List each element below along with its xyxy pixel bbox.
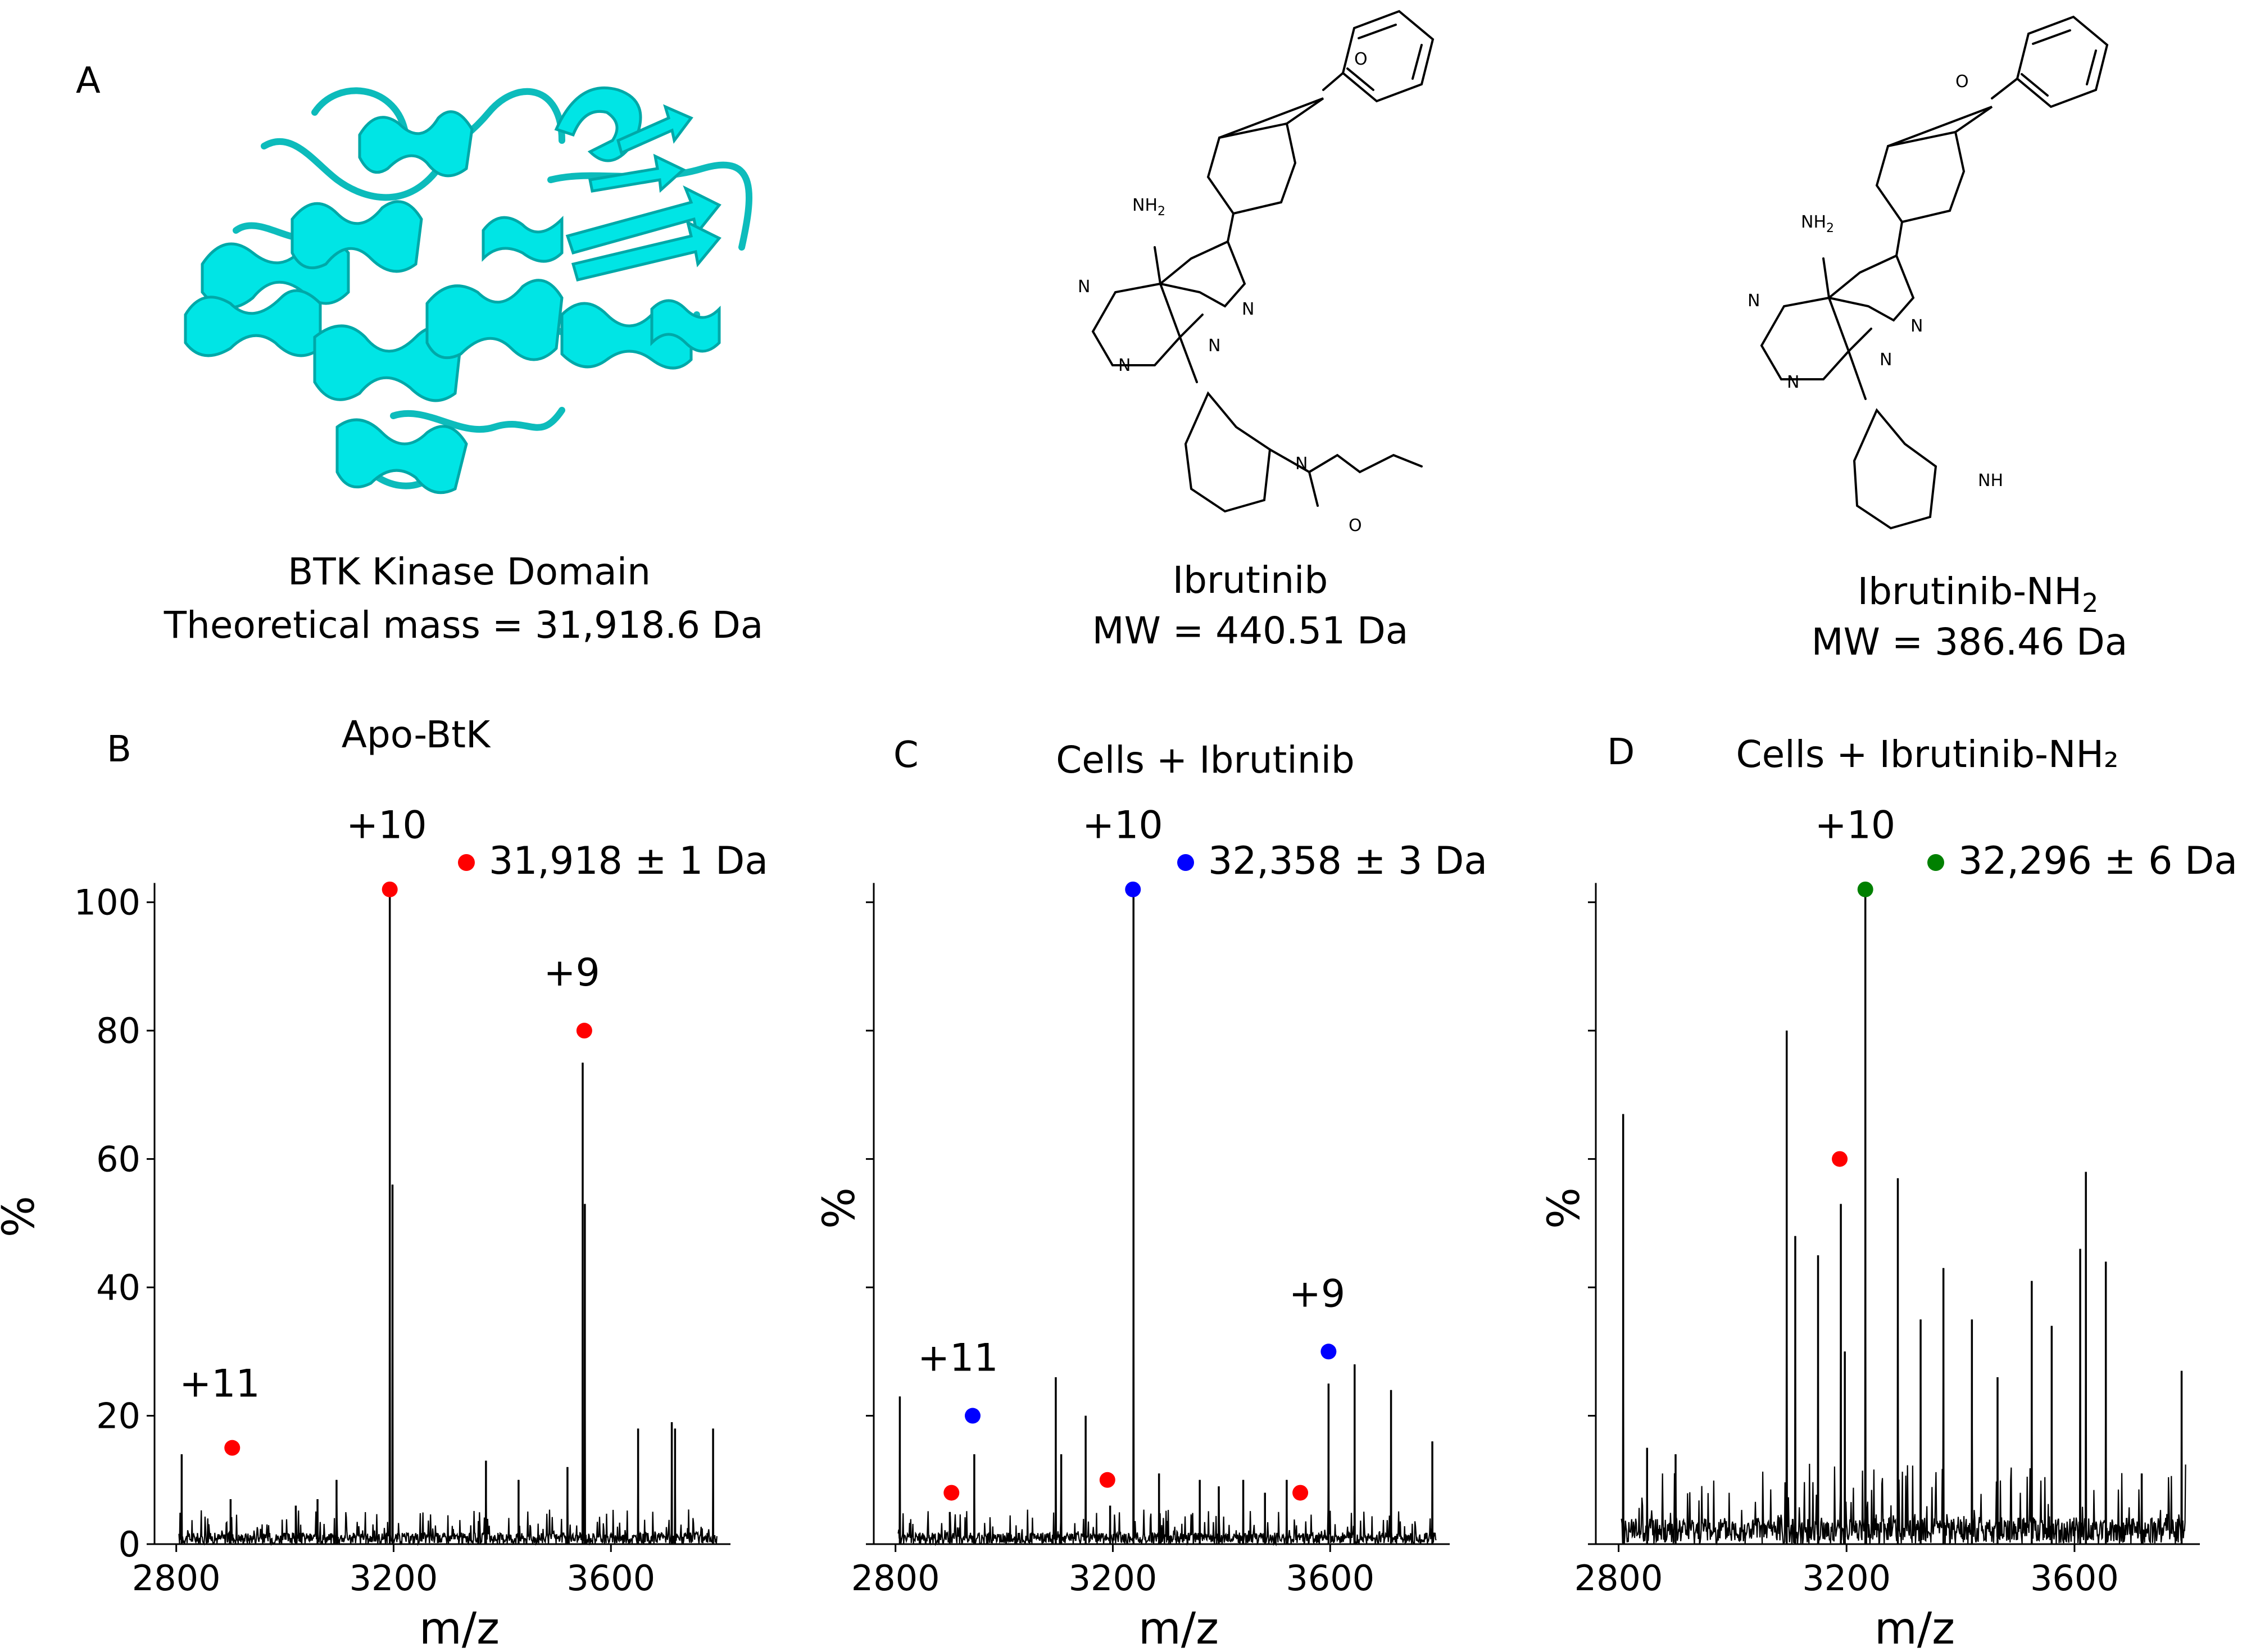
ibrutinib-n-atom: N bbox=[1242, 299, 1254, 319]
x-tick-label: 2800 bbox=[851, 1558, 940, 1599]
charge-state-marker bbox=[1832, 1151, 1848, 1167]
x-tick-label: 3200 bbox=[350, 1558, 438, 1599]
ibrutinib-nh2-nh-atom: NH bbox=[1978, 471, 2003, 491]
x-tick-label: 3200 bbox=[1069, 1558, 1158, 1599]
panel-label-c: C bbox=[893, 734, 919, 776]
svg-text:NH2: NH2 bbox=[1801, 212, 1834, 235]
charge-state-marker bbox=[943, 1485, 960, 1501]
ibrutinib-structure: NH2 O N N N N N O bbox=[1078, 10, 1435, 535]
charge-state-label: +10 bbox=[346, 803, 427, 847]
protein-mass: Theoretical mass = 31,918.6 Da bbox=[164, 603, 764, 647]
spectrum-panel-c: C Cells + Ibrutinib 2800 3200 3600 m/z% +11 +… bbox=[814, 734, 1487, 1652]
ibrutinib-nh2-n-atom: N bbox=[1910, 316, 1923, 336]
x-tick-label: 2800 bbox=[1574, 1558, 1663, 1599]
x-axis-label: m/z bbox=[1875, 1604, 1955, 1652]
legend-text: 31,918 ± 1 Da bbox=[489, 839, 768, 883]
plot-area-b: 0 20 40 60 80 100 2800 3200 3600 m/z% +11 +10 +9 31,9… bbox=[0, 803, 768, 1652]
charge-state-label: +11 bbox=[918, 1336, 999, 1381]
charge-state-label: +10 bbox=[1815, 803, 1896, 847]
y-tick-label: 40 bbox=[96, 1267, 140, 1308]
ibrutinib-n-atom: N bbox=[1118, 356, 1131, 375]
x-tick-label: 2800 bbox=[132, 1558, 221, 1599]
charge-state-label: +11 bbox=[179, 1361, 260, 1406]
svg-text:NH2: NH2 bbox=[1132, 196, 1165, 219]
ibrutinib-n-atom: N bbox=[1078, 277, 1090, 297]
spectrum-trace bbox=[897, 896, 1437, 1546]
ibrutinib-nh2-mw: MW = 386.46 Da bbox=[1812, 620, 2128, 664]
panel-label-d: D bbox=[1607, 732, 1635, 773]
ibrutinib-nh2-n-atom: N bbox=[1787, 373, 1799, 392]
ibrutinib-n-atom: N bbox=[1295, 454, 1308, 474]
panel-label-a: A bbox=[76, 60, 101, 102]
charge-state-label: +10 bbox=[1082, 803, 1163, 847]
charge-state-marker bbox=[964, 1408, 981, 1424]
ibrutinib-nh2-nh2-atom: NH bbox=[1801, 212, 1826, 232]
ibrutinib-o-atom: O bbox=[1349, 516, 1362, 535]
chart-title-b: Apo-BtK bbox=[342, 713, 491, 756]
charge-state-marker bbox=[1857, 881, 1873, 897]
ibrutinib-o-atom: O bbox=[1354, 49, 1368, 69]
chart-title-c: Cells + Ibrutinib bbox=[1056, 738, 1355, 782]
ibrutinib-nh2-structure: NH2 O N N N N NH bbox=[1748, 15, 2109, 530]
ibrutinib-nh2-n-atom: N bbox=[1880, 350, 1892, 370]
y-tick-label: 20 bbox=[96, 1396, 140, 1437]
x-tick-label: 3600 bbox=[566, 1558, 655, 1599]
y-tick-label: 100 bbox=[74, 882, 140, 923]
legend-text: 32,296 ± 6 Da bbox=[1958, 839, 2238, 883]
ibrutinib-n-atom: N bbox=[1208, 336, 1220, 356]
x-tick-label: 3600 bbox=[1286, 1558, 1374, 1599]
panel-label-b: B bbox=[107, 729, 131, 770]
y-tick-label: 80 bbox=[96, 1010, 140, 1051]
btk-kinase-structure bbox=[184, 86, 753, 494]
x-tick-label: 3200 bbox=[1802, 1558, 1891, 1599]
legend-marker bbox=[1927, 854, 1944, 871]
ibrutinib-nh2-n-atom: N bbox=[1748, 291, 1760, 311]
y-tick-label: 60 bbox=[96, 1139, 140, 1180]
ibrutinib-nh2-name-subscript: 2 bbox=[2082, 588, 2098, 618]
legend-marker bbox=[1177, 854, 1194, 871]
charge-state-label: +9 bbox=[1289, 1272, 1345, 1316]
charge-state-marker bbox=[1292, 1485, 1309, 1501]
spectrum-panel-d: D Cells + Ibrutinib-NH₂ 2800 3200 3600 m/z%… bbox=[1539, 732, 2238, 1652]
y-tick-label: 0 bbox=[119, 1524, 140, 1565]
charge-state-label: +9 bbox=[544, 951, 600, 995]
legend-marker bbox=[458, 854, 475, 871]
x-tick-label: 3600 bbox=[2030, 1558, 2119, 1599]
x-axis-label: m/z bbox=[419, 1604, 500, 1652]
charge-state-marker bbox=[382, 881, 398, 897]
legend-text: 32,358 ± 3 Da bbox=[1208, 839, 1487, 883]
ibrutinib-nh2-o-atom: O bbox=[1955, 72, 1969, 92]
ibrutinib-nh2-atom: NH bbox=[1132, 196, 1158, 215]
svg-text:Ibrutinib-NH2: Ibrutinib-NH2 bbox=[1858, 570, 2099, 618]
spectrum-panel-b: B Apo-BtK 0 20 40 60 80 100 2800 3200 3600 m/z% +1… bbox=[0, 713, 768, 1652]
x-axis-label: m/z bbox=[1138, 1604, 1219, 1652]
plot-area-c: 2800 3200 3600 m/z% +11 +10 +9 32,358 ± 3 Da bbox=[814, 803, 1487, 1652]
charge-state-marker bbox=[224, 1440, 240, 1456]
ibrutinib-mw: MW = 440.51 Da bbox=[1092, 609, 1409, 652]
ibrutinib-name: Ibrutinib bbox=[1173, 559, 1328, 602]
plot-area-d: 2800 3200 3600 m/z% +10 32,296 ± 6 Da bbox=[1539, 803, 2238, 1652]
y-axis-label: % bbox=[814, 1187, 865, 1229]
y-axis-label: % bbox=[1539, 1187, 1590, 1229]
charge-state-marker bbox=[576, 1023, 592, 1039]
charge-state-marker bbox=[1320, 1344, 1337, 1360]
spectrum-trace bbox=[1621, 896, 2186, 1546]
spectrum-trace bbox=[178, 896, 718, 1546]
ibrutinib-nh2-name: Ibrutinib-NH bbox=[1858, 570, 2082, 613]
charge-state-marker bbox=[1125, 881, 1141, 897]
protein-name: BTK Kinase Domain bbox=[288, 550, 651, 593]
y-axis-label: % bbox=[0, 1196, 44, 1237]
chart-title-d: Cells + Ibrutinib-NH₂ bbox=[1736, 733, 2119, 776]
charge-state-marker bbox=[1099, 1472, 1115, 1488]
